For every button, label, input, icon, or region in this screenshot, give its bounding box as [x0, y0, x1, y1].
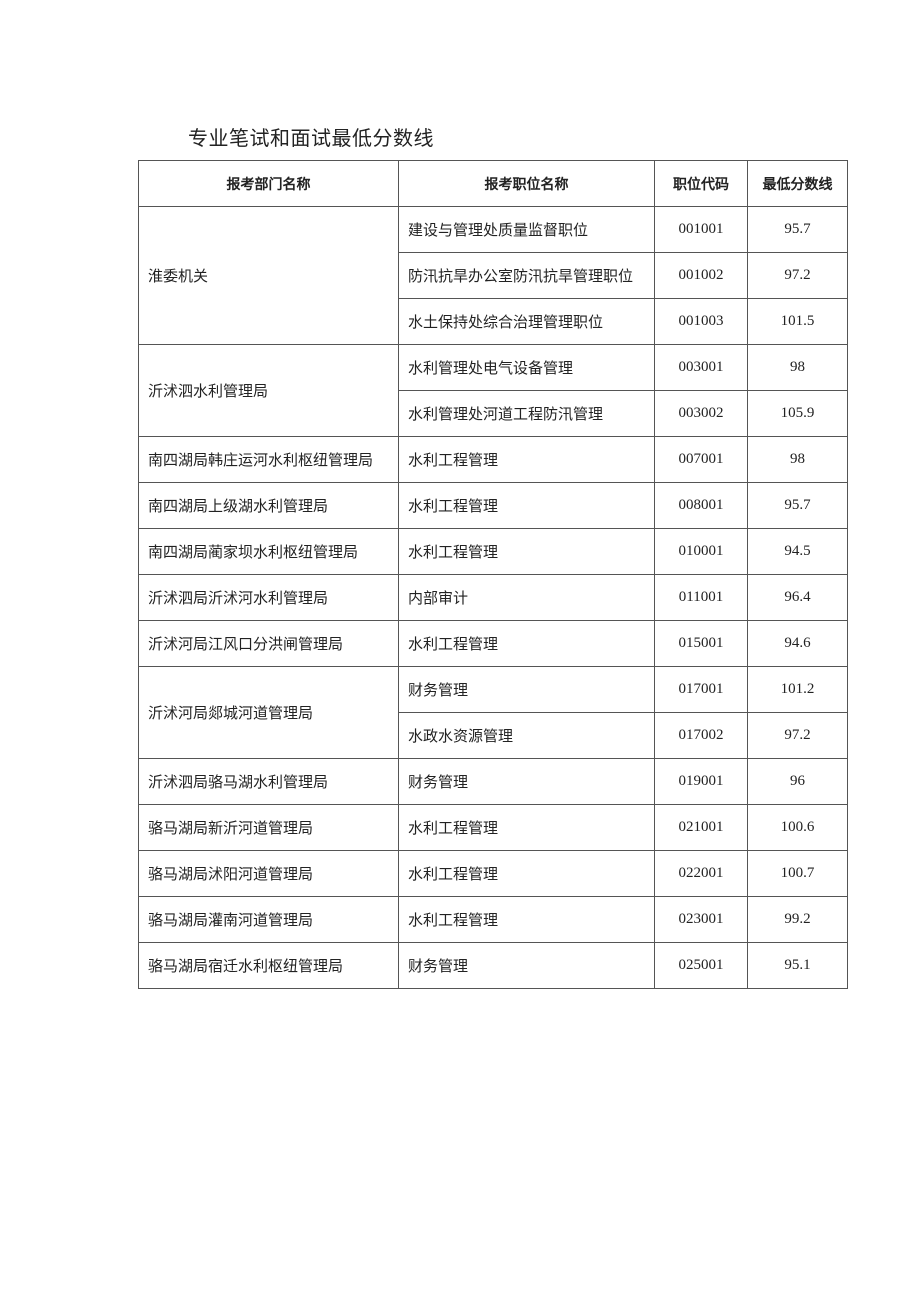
score-cell: 101.2: [747, 666, 848, 713]
table-header-row: 报考部门名称 报考职位名称 职位代码 最低分数线: [138, 160, 848, 207]
header-department: 报考部门名称: [138, 160, 399, 207]
code-cell: 017002: [654, 712, 748, 759]
header-score: 最低分数线: [747, 160, 848, 207]
code-cell: 001003: [654, 298, 748, 345]
table-row: 防汛抗旱办公室防汛抗旱管理职位 001002 97.2: [139, 252, 848, 299]
position-cell: 水利工程管理: [398, 528, 655, 575]
department-cell: 淮委机关: [138, 206, 399, 345]
code-cell: 023001: [654, 896, 748, 943]
score-cell: 95.1: [747, 942, 848, 989]
table-row: 南四湖局韩庄运河水利枢纽管理局 水利工程管理 007001 98: [138, 436, 848, 483]
code-cell: 007001: [654, 436, 748, 483]
score-cell: 94.5: [747, 528, 848, 575]
code-cell: 001001: [654, 206, 748, 253]
table-row: 南四湖局蔺家坝水利枢纽管理局 水利工程管理 010001 94.5: [138, 528, 848, 575]
position-cell: 水利工程管理: [398, 620, 655, 667]
code-cell: 025001: [654, 942, 748, 989]
department-cell: 南四湖局上级湖水利管理局: [138, 482, 399, 529]
code-cell: 019001: [654, 758, 748, 805]
score-cell: 95.7: [747, 206, 848, 253]
table-row: 沂沭河局江风口分洪闸管理局 水利工程管理 015001 94.6: [138, 620, 848, 667]
table-row: 沂沭泗水利管理局 水利管理处电气设备管理 003001 98: [138, 344, 848, 437]
code-cell: 021001: [654, 804, 748, 851]
score-cell: 98: [747, 344, 848, 391]
department-cell: 骆马湖局新沂河道管理局: [138, 804, 399, 851]
table-row: 骆马湖局宿迁水利枢纽管理局 财务管理 025001 95.1: [138, 942, 848, 989]
table-row: 骆马湖局新沂河道管理局 水利工程管理 021001 100.6: [138, 804, 848, 851]
department-cell: 骆马湖局灌南河道管理局: [138, 896, 399, 943]
code-cell: 003002: [654, 390, 748, 437]
table-row: 淮委机关 建设与管理处质量监督职位 001001 95.7: [138, 206, 848, 345]
table-row: 沂沭河局郯城河道管理局 财务管理 017001 101.2: [138, 666, 848, 759]
table-row: 水利管理处河道工程防汛管理 003002 105.9: [139, 390, 848, 437]
score-cell: 105.9: [747, 390, 848, 437]
department-cell: 骆马湖局宿迁水利枢纽管理局: [138, 942, 399, 989]
department-cell: 沂沭泗局骆马湖水利管理局: [138, 758, 399, 805]
score-table: 报考部门名称 报考职位名称 职位代码 最低分数线 淮委机关 建设与管理处质量监督职…: [138, 160, 848, 989]
position-cell: 水利工程管理: [398, 482, 655, 529]
position-cell: 财务管理: [398, 942, 655, 989]
code-cell: 015001: [654, 620, 748, 667]
position-cell: 水利工程管理: [398, 804, 655, 851]
table-row: 骆马湖局沭阳河道管理局 水利工程管理 022001 100.7: [138, 850, 848, 897]
score-cell: 100.7: [747, 850, 848, 897]
department-cell: 沂沭河局江风口分洪闸管理局: [138, 620, 399, 667]
department-cell: 沂沭泗水利管理局: [138, 344, 399, 437]
score-cell: 96: [747, 758, 848, 805]
position-cell: 水土保持处综合治理管理职位: [398, 298, 655, 345]
score-cell: 100.6: [747, 804, 848, 851]
score-cell: 99.2: [747, 896, 848, 943]
position-cell: 防汛抗旱办公室防汛抗旱管理职位: [398, 252, 655, 299]
table-row: 沂沭泗局骆马湖水利管理局 财务管理 019001 96: [138, 758, 848, 805]
score-cell: 96.4: [747, 574, 848, 621]
position-cell: 内部审计: [398, 574, 655, 621]
position-cell: 建设与管理处质量监督职位: [398, 206, 655, 253]
score-cell: 94.6: [747, 620, 848, 667]
score-cell: 97.2: [747, 252, 848, 299]
position-cell: 水政水资源管理: [398, 712, 655, 759]
code-cell: 022001: [654, 850, 748, 897]
score-cell: 98: [747, 436, 848, 483]
position-cell: 财务管理: [398, 758, 655, 805]
table-row: 南四湖局上级湖水利管理局 水利工程管理 008001 95.7: [138, 482, 848, 529]
code-cell: 011001: [654, 574, 748, 621]
code-cell: 010001: [654, 528, 748, 575]
code-cell: 001002: [654, 252, 748, 299]
position-cell: 水利管理处电气设备管理: [398, 344, 655, 391]
table-row: 沂沭泗局沂沭河水利管理局 内部审计 011001 96.4: [138, 574, 848, 621]
position-cell: 水利管理处河道工程防汛管理: [398, 390, 655, 437]
score-cell: 101.5: [747, 298, 848, 345]
table-row: 水政水资源管理 017002 97.2: [139, 712, 848, 759]
position-cell: 水利工程管理: [398, 850, 655, 897]
page-title: 专业笔试和面试最低分数线: [188, 126, 434, 150]
department-cell: 沂沭泗局沂沭河水利管理局: [138, 574, 399, 621]
department-cell: 沂沭河局郯城河道管理局: [138, 666, 399, 759]
position-cell: 水利工程管理: [398, 436, 655, 483]
position-cell: 财务管理: [398, 666, 655, 713]
score-cell: 97.2: [747, 712, 848, 759]
header-position: 报考职位名称: [398, 160, 655, 207]
code-cell: 008001: [654, 482, 748, 529]
department-cell: 骆马湖局沭阳河道管理局: [138, 850, 399, 897]
department-cell: 南四湖局韩庄运河水利枢纽管理局: [138, 436, 399, 483]
code-cell: 003001: [654, 344, 748, 391]
header-code: 职位代码: [654, 160, 748, 207]
table-row: 骆马湖局灌南河道管理局 水利工程管理 023001 99.2: [138, 896, 848, 943]
score-cell: 95.7: [747, 482, 848, 529]
department-cell: 南四湖局蔺家坝水利枢纽管理局: [138, 528, 399, 575]
position-cell: 水利工程管理: [398, 896, 655, 943]
code-cell: 017001: [654, 666, 748, 713]
table-row: 水土保持处综合治理管理职位 001003 101.5: [139, 298, 848, 345]
